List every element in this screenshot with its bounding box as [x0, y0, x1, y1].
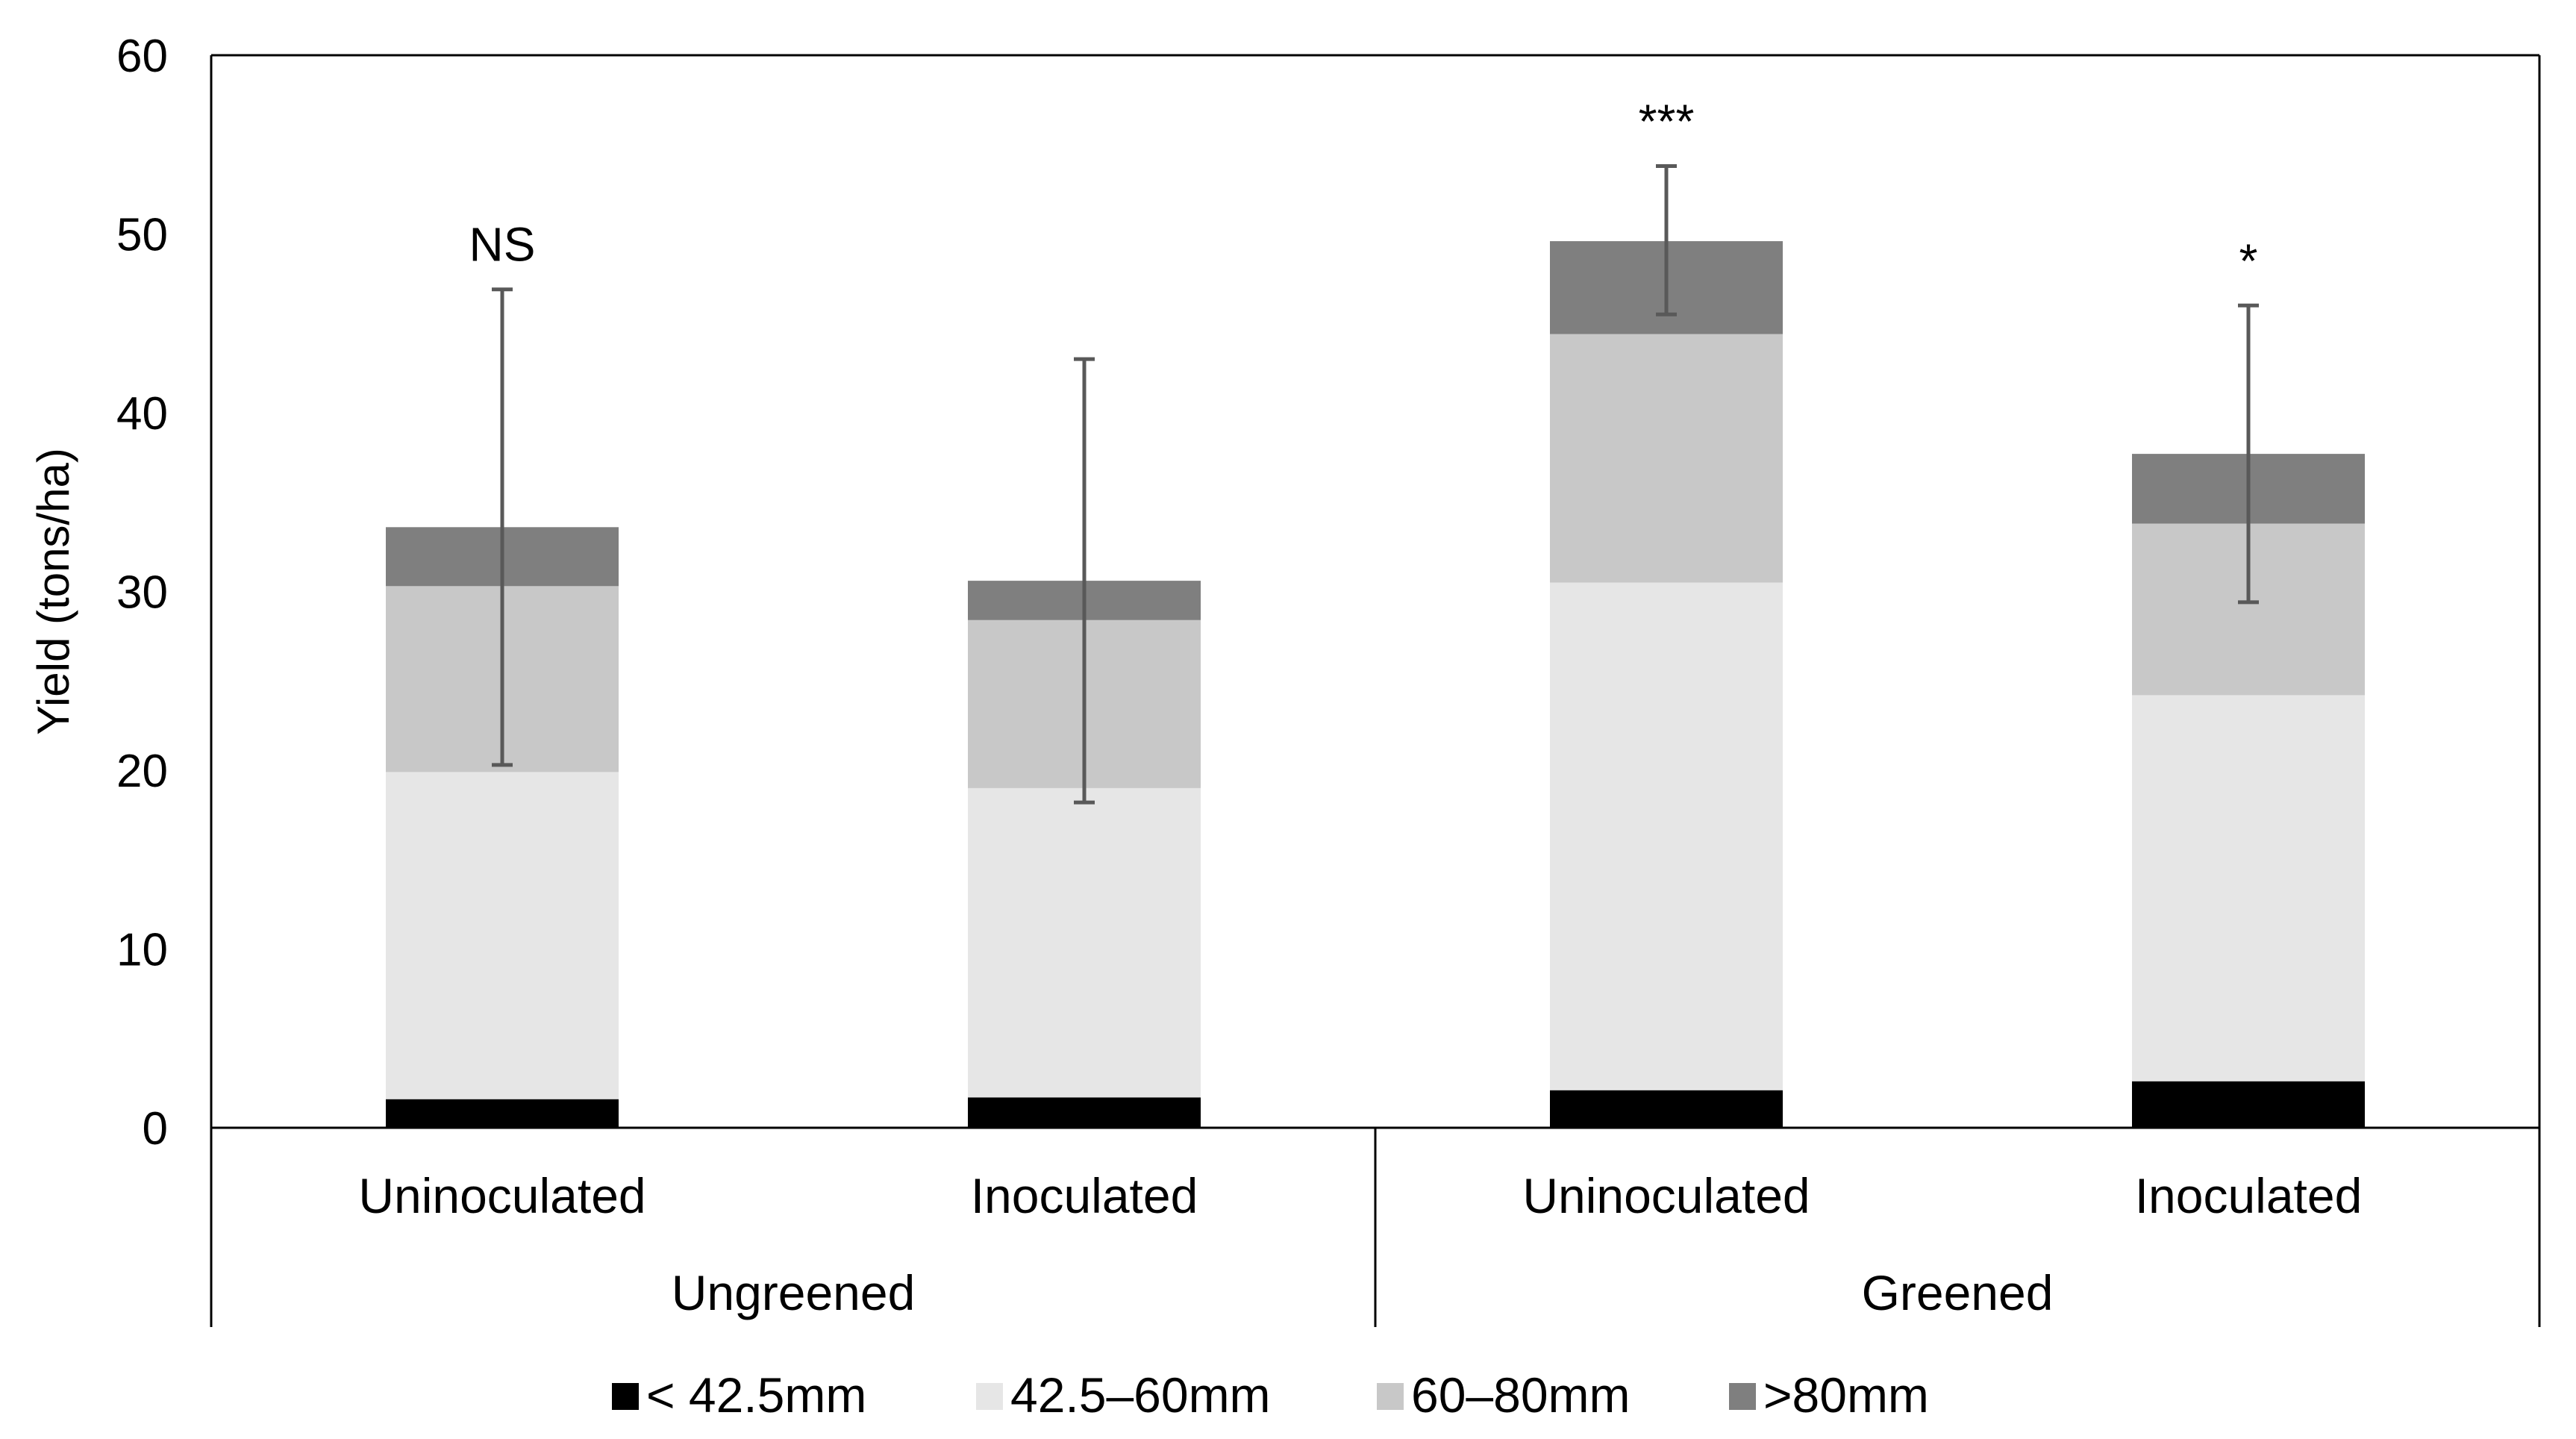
x-axis: Uninoculated Inoculated Uninoculated Inocul…: [358, 1128, 2362, 1327]
significance-label-3: ***: [1639, 94, 1695, 148]
y-tick-label-50: 50: [116, 210, 168, 261]
legend-label-3: 60–80mm: [1411, 1367, 1631, 1423]
bar-segment-2-1: [968, 1097, 1201, 1128]
legend-swatch-2: [976, 1383, 1003, 1410]
y-axis: 0 10 20 30 40 50 60 Yield (tons/ha): [28, 31, 168, 1155]
y-tick-label-40: 40: [116, 388, 168, 440]
y-tick-label-30: 30: [116, 567, 168, 619]
legend-label-1: < 42.5mm: [646, 1367, 866, 1423]
x-category-label-3: Uninoculated: [1522, 1168, 1810, 1223]
y-tick-label-60: 60: [116, 31, 168, 82]
x-group-label-1: Ungreened: [672, 1265, 916, 1320]
y-axis-title: Yield (tons/ha): [28, 448, 78, 735]
significance-label-4: *: [2239, 234, 2258, 287]
bar-segment-1-1: [386, 1099, 619, 1128]
legend-label-2: 42.5–60mm: [1010, 1367, 1271, 1423]
bar-segment-4-2: [2132, 695, 2365, 1081]
significance-label-1: NS: [469, 218, 536, 272]
error-bars-layer: [492, 163, 2259, 805]
significance-layer: NS****: [469, 94, 2258, 287]
x-group-label-2: Greened: [1862, 1265, 2054, 1320]
y-tick-label-20: 20: [116, 746, 168, 797]
y-tick-label-10: 10: [116, 925, 168, 976]
legend-swatch-3: [1377, 1383, 1404, 1410]
bar-segment-1-2: [386, 772, 619, 1099]
x-category-label-2: Inoculated: [971, 1168, 1198, 1223]
legend: < 42.5mm 42.5–60mm 60–80mm >80mm: [612, 1367, 1929, 1423]
y-tick-label-0: 0: [143, 1103, 168, 1155]
bars-layer: [386, 241, 2365, 1128]
bar-segment-3-3: [1550, 334, 1783, 583]
bar-segment-3-2: [1550, 582, 1783, 1090]
legend-swatch-4: [1729, 1383, 1756, 1410]
bar-segment-2-2: [968, 788, 1201, 1098]
legend-label-4: >80mm: [1763, 1367, 1929, 1423]
bar-segment-3-1: [1550, 1090, 1783, 1128]
x-category-label-4: Inoculated: [2135, 1168, 2363, 1223]
x-category-label-1: Uninoculated: [358, 1168, 645, 1223]
legend-swatch-1: [612, 1383, 639, 1410]
bar-segment-4-1: [2132, 1081, 2365, 1128]
